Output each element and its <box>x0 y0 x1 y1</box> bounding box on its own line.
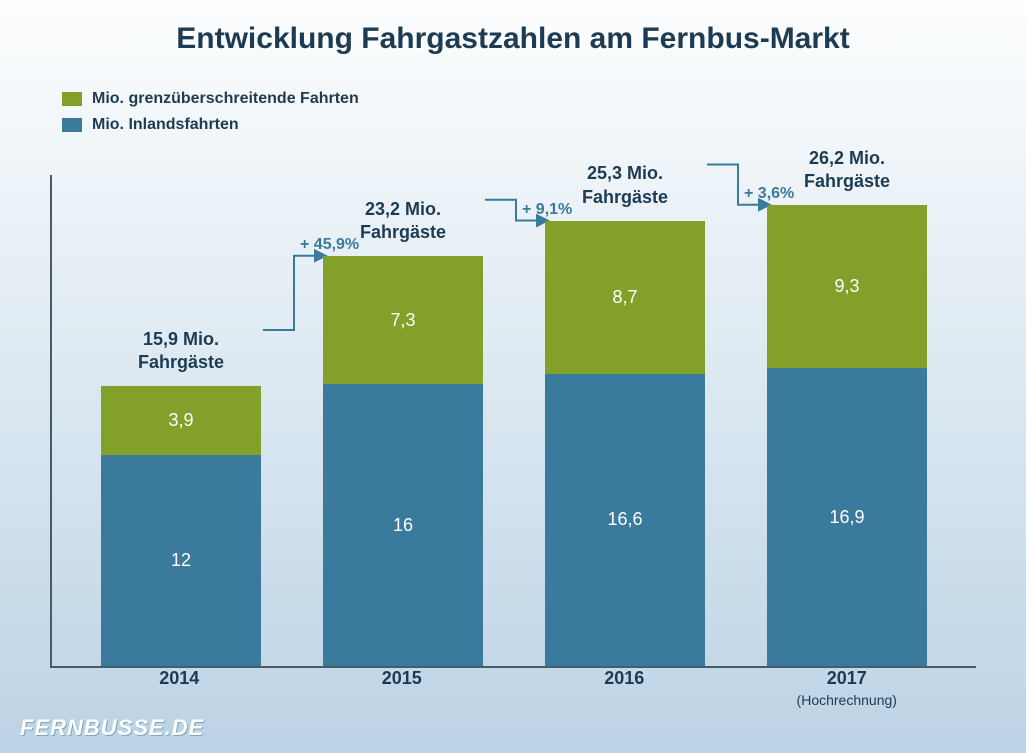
growth-label: + 3,6% <box>744 185 794 203</box>
segment-cross-border: 8,7 <box>545 221 705 374</box>
swatch-icon <box>62 92 82 106</box>
legend-label: Mio. Inlandsfahrten <box>92 116 239 134</box>
segment-cross-border: 9,3 <box>767 205 927 369</box>
segment-domestic: 16 <box>323 384 483 666</box>
site-logo: FERNBUSSE.DE <box>20 715 204 741</box>
segment-cross-border: 3,9 <box>101 386 261 455</box>
segment-cross-border: 7,3 <box>323 256 483 385</box>
bar-2016: 8,716,625,3 Mio.Fahrgäste <box>514 175 736 666</box>
legend-label: Mio. grenzüberschreitende Fahrten <box>92 90 359 108</box>
legend-item-cross-border: Mio. grenzüberschreitende Fahrten <box>62 90 359 108</box>
x-tick: 2016 <box>513 668 736 711</box>
segment-domestic: 16,9 <box>767 368 927 666</box>
bar-2017: 9,316,926,2 Mio.Fahrgäste <box>736 175 958 666</box>
x-axis: 2014201520162017(Hochrechnung) <box>50 668 976 711</box>
chart-area: 3,91215,9 Mio.Fahrgäste7,31623,2 Mio.Fah… <box>50 175 976 668</box>
legend: Mio. grenzüberschreitende Fahrten Mio. I… <box>62 90 359 142</box>
segment-domestic: 16,6 <box>545 374 705 666</box>
swatch-icon <box>62 118 82 132</box>
growth-label: + 45,9% <box>300 236 359 254</box>
x-tick: 2015 <box>291 668 514 711</box>
segment-domestic: 12 <box>101 455 261 666</box>
legend-item-domestic: Mio. Inlandsfahrten <box>62 116 359 134</box>
x-tick: 2017(Hochrechnung) <box>736 668 959 711</box>
growth-label: + 9,1% <box>522 201 572 219</box>
bar-total-label: 15,9 Mio.Fahrgäste <box>81 328 281 374</box>
x-tick: 2014 <box>68 668 291 711</box>
bar-2014: 3,912 15,9 Mio.Fahrgäste <box>70 175 292 666</box>
chart-title: Entwicklung Fahrgastzahlen am Fernbus-Ma… <box>0 0 1026 56</box>
